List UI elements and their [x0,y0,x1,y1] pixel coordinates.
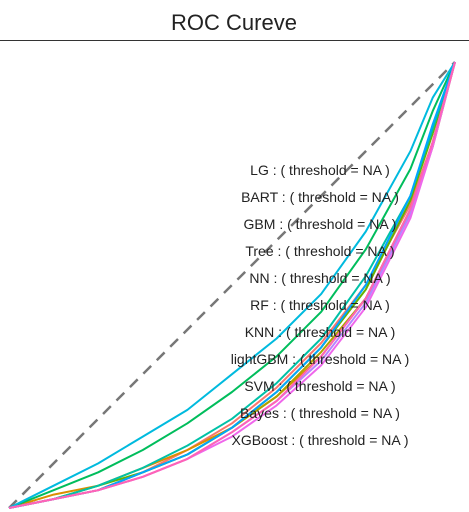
legend-entry-3: Tree : ( threshold = NA ) [245,243,394,259]
legend: LG : ( threshold = NA ) BART : ( threshol… [231,162,410,448]
chart-title: ROC Cureve [171,10,297,35]
legend-entry-5: RF : ( threshold = NA ) [250,297,390,313]
roc-series-line-6 [8,61,456,509]
legend-entry-4: NN : ( threshold = NA ) [249,270,390,286]
roc-curves [8,61,456,509]
legend-entry-10: XGBoost : ( threshold = NA ) [231,432,408,448]
legend-entry-1: BART : ( threshold = NA ) [241,189,399,205]
diagonal-reference-line [8,61,456,509]
legend-entry-2: GBM : ( threshold = NA ) [244,216,397,232]
legend-entry-0: LG : ( threshold = NA ) [250,162,390,178]
legend-entry-8: SVM : ( threshold = NA ) [244,378,395,394]
legend-entry-6: KNN : ( threshold = NA ) [245,324,396,340]
legend-entry-7: lightGBM : ( threshold = NA ) [231,351,410,367]
roc-series-line-4 [8,61,456,509]
roc-series-line-10 [8,61,456,509]
legend-entry-9: Bayes : ( threshold = NA ) [240,405,400,421]
